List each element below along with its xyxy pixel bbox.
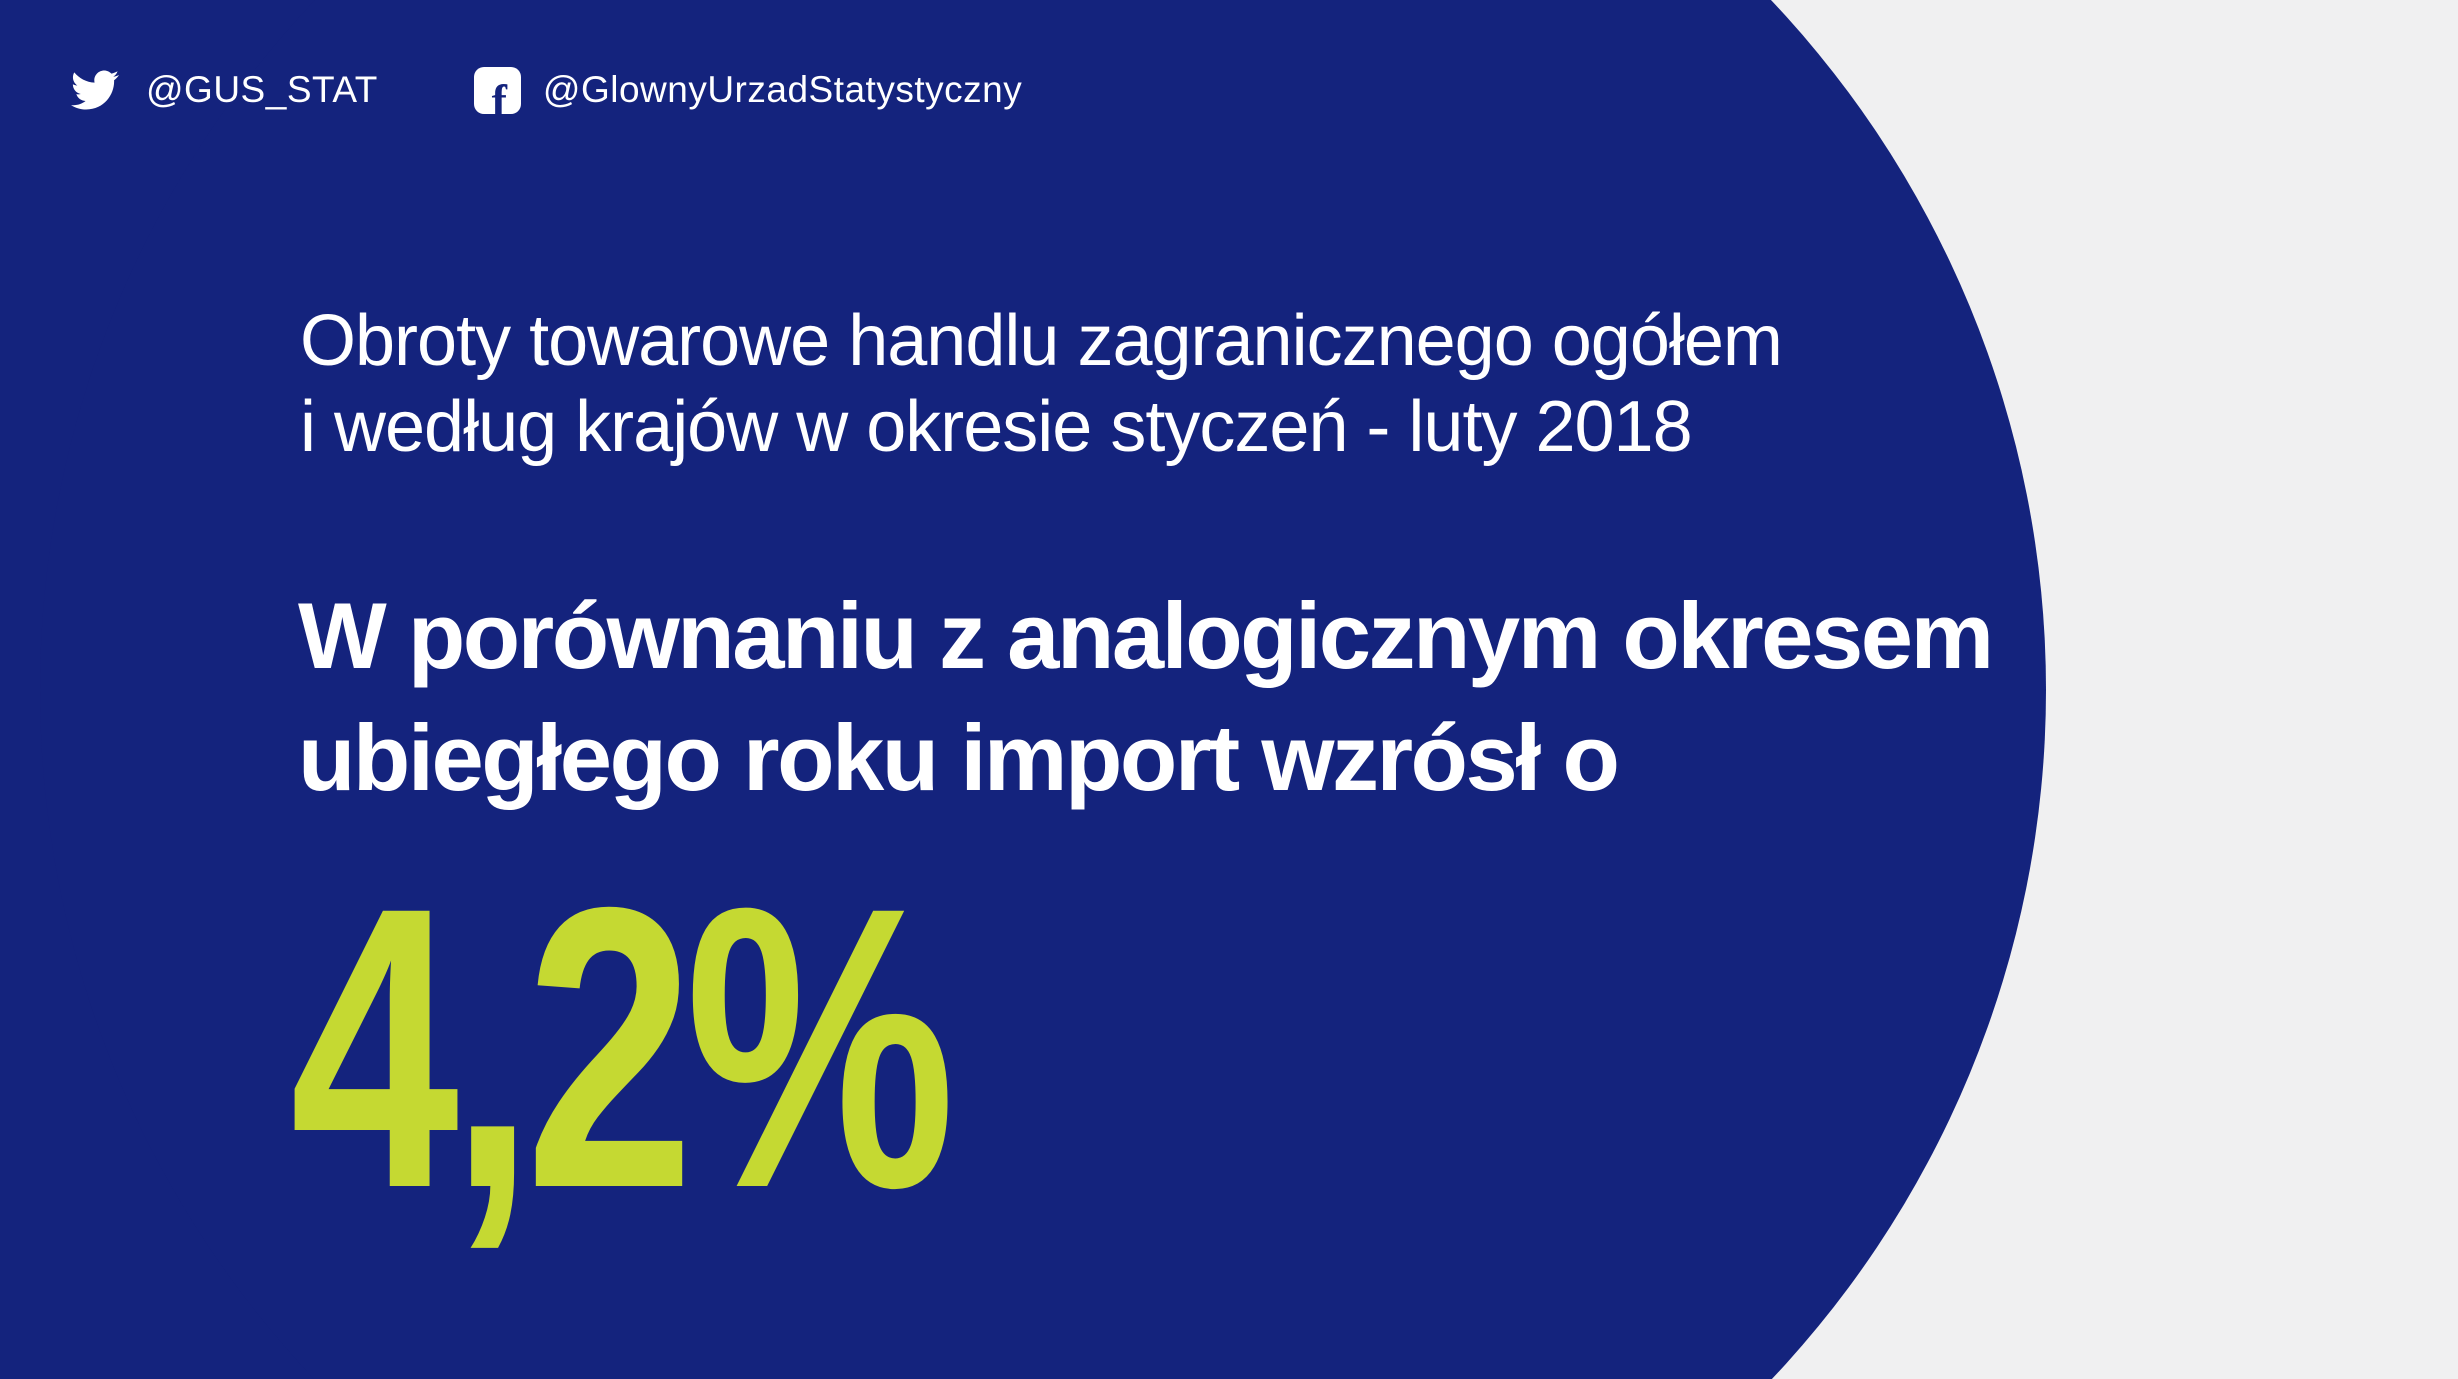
facebook-handle: @GlownyUrzadStatystyczny	[542, 69, 1023, 110]
facebook-link[interactable]: f @GlownyUrzadStatystyczny	[473, 66, 1023, 114]
statement-line1: W porównaniu z analogicznym okresem	[298, 583, 1994, 688]
headline-line1: Obroty towarowe handlu zagranicznego ogó…	[300, 301, 1783, 381]
metric-value: 4,2%	[290, 824, 956, 1271]
headline: Obroty towarowe handlu zagranicznego ogó…	[300, 298, 1783, 470]
statement-line2: ubiegłego roku import wzrósł o	[298, 705, 1620, 810]
facebook-icon: f	[473, 66, 521, 114]
twitter-handle: @GUS_STAT	[146, 69, 378, 110]
statement: W porównaniu z analogicznym okresem ubie…	[298, 575, 1994, 819]
navy-circle-shape	[40, 0, 2046, 1379]
headline-line2: i według krajów w okresie styczeń - luty…	[300, 387, 1693, 467]
twitter-icon	[71, 70, 120, 110]
social-bar: @GUS_STAT f @GlownyUrzadStatystyczny	[66, 62, 1022, 118]
twitter-link[interactable]: @GUS_STAT	[66, 66, 378, 114]
